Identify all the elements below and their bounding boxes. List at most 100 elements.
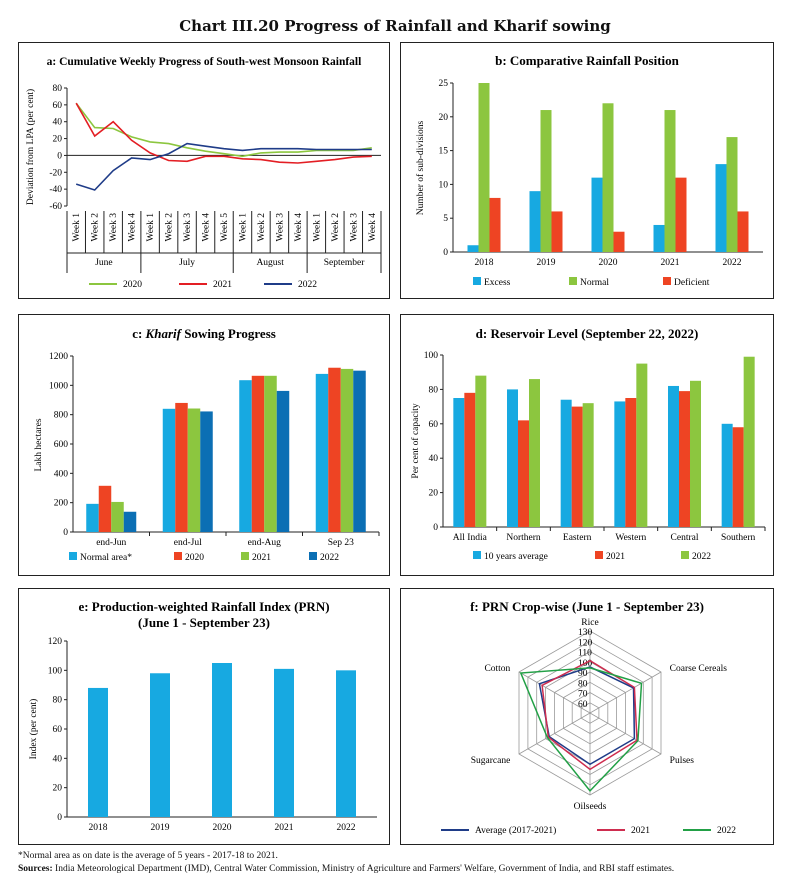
radar-spoke [589,712,662,755]
x-tick-label: 2020 [599,258,618,268]
y-axis-label: Number of sub-divisions [415,120,426,215]
bar-Normal-2021 [664,110,676,252]
bar-Normal-2018 [478,83,490,252]
y-tick-label: 25 [439,79,449,89]
legend-label-10 years average: 10 years average [484,552,548,562]
radar-tick-label: 90 [578,669,588,679]
bar-Normal-area--Sep-23 [315,373,329,532]
radar-tick-label: 120 [578,638,593,648]
bar-Normal-2022 [726,137,738,252]
x-tick-label: Week 3 [183,213,193,242]
legend-swatch-2021 [241,552,249,560]
chart-title: c: Kharif Sowing Progress [132,326,276,341]
y-tick-label: 800 [54,411,69,421]
bar-Normal-area--end-Aug [239,380,252,532]
panel-d: 0 20 40 60 80 100 All India Northern Eastern West… [400,314,774,576]
legend-label-2022: 2022 [298,280,317,290]
radar-axis-label: Rice [581,618,598,628]
x-tick-label: Week 3 [349,213,359,242]
x-tick-label: Week 3 [275,213,285,242]
legend-swatch-2020 [174,552,182,560]
legend-label-2021: 2021 [631,826,650,836]
bar-Excess-2018 [467,245,479,252]
bar-2021-Southern [732,427,744,527]
x-tick-label: Week 2 [165,213,175,242]
x-tick-label: Week 4 [368,213,378,242]
y-tick-label: 100 [48,666,63,676]
legend-label-2022: 2022 [717,826,736,836]
bar-2021-Central [679,391,690,527]
y-axis-label: Per cent of capacity [410,403,421,478]
chart-title-part: Sowing Progress [181,326,276,341]
bar-10-years-average-Eastern [560,399,572,527]
radar-tick-label: 130 [578,628,593,638]
bar-Deficient-2021 [675,177,687,252]
x-tick-label: All India [453,533,488,543]
bar-Normal-area--end-Jul [162,408,176,532]
bar-PRN-2019 [150,673,170,817]
bar-Excess-2022 [715,164,727,252]
radar-axis-label: Coarse Cereals [670,664,728,674]
y-tick-label: 0 [57,813,62,823]
x-tick-label: 2018 [475,258,494,268]
legend-swatch-2022 [681,551,689,559]
bar-Deficient-2019 [551,211,563,252]
bar-2021-Western [625,398,637,527]
legend-swatch-2022 [309,552,317,560]
y-tick-label: 20 [53,135,63,145]
y-tick-label: 400 [54,469,69,479]
x-tick-label: end-Aug [248,538,281,548]
chart-b: 0 5 10 15 20 25 2018 2019 2020 2021 2022 b: Compara… [415,53,763,288]
bar-2022-end-Jul [200,411,213,532]
bar-2022-Western [636,363,648,527]
group-label: June [95,258,112,268]
x-tick-label: Week 5 [220,213,230,242]
legend-label-Normal area*: Normal area* [80,553,132,563]
x-tick-label: Week 1 [312,213,322,242]
bar-Deficient-2022 [737,211,749,252]
chart-title: b: Comparative Rainfall Position [495,53,680,68]
x-tick-label: 2019 [151,823,170,833]
y-tick-label: -60 [49,202,62,212]
radar-series-Average-2017-2021- [538,666,636,766]
bar-Normal-area--end-Jun [86,503,99,532]
bar-Excess-2021 [653,224,665,252]
chart-e: 0 20 40 60 80 100 120 2018 2019 2020 2021 2022 e: Pr… [28,599,377,833]
y-tick-label: 0 [63,528,68,538]
y-tick-label: 5 [443,214,448,224]
y-tick-label: 80 [53,696,63,706]
bar-Deficient-2020 [613,231,625,252]
x-tick-label: 2022 [723,258,742,268]
legend-label-2022: 2022 [320,553,339,563]
bar-PRN-2020 [212,663,232,817]
x-tick-label: Week 4 [128,213,138,242]
y-tick-label: -40 [49,185,62,195]
y-tick-label: 60 [53,725,63,735]
radar-spoke [589,671,662,714]
panel-c: c: Kharif Sowing Progress 0 200 400 600 800 10… [18,314,390,576]
group-label: September [324,258,365,268]
y-axis-label: Lakh hectares [34,418,44,471]
chart-title: f: PRN Crop-wise (June 1 - September 23) [470,599,704,614]
legend-label-Excess: Excess [484,278,511,288]
bar-PRN-2021 [274,668,294,817]
legend-swatch-Excess [473,277,481,285]
chart-d: 0 20 40 60 80 100 All India Northern Eastern West… [410,326,766,562]
bar-10-years-average-Western [614,401,626,527]
chart-title-part: c: [132,326,145,341]
x-tick-label: Central [671,533,699,543]
bar-2021-All-India [464,392,476,527]
x-tick-label: 2021 [661,258,680,268]
radar-series-2022 [519,667,643,793]
y-tick-label: 1200 [49,352,68,362]
panel-f: f: PRN Crop-wise (June 1 - September 23)… [400,588,774,845]
bar-Deficient-2018 [489,197,501,252]
x-tick-label: 2021 [275,823,294,833]
panel-e: 0 20 40 60 80 100 120 2018 2019 2020 2021 2022 e: Pr… [18,588,390,845]
bar-Normal-2019 [540,110,552,252]
panel-a: a: Cumulative Weekly Progress of South-w… [18,42,390,299]
bar-2021-end-Jul [187,408,201,532]
bar-2022-Central [690,380,701,527]
x-tick-label: end-Jul [174,538,202,548]
y-tick-label: 40 [53,754,63,764]
